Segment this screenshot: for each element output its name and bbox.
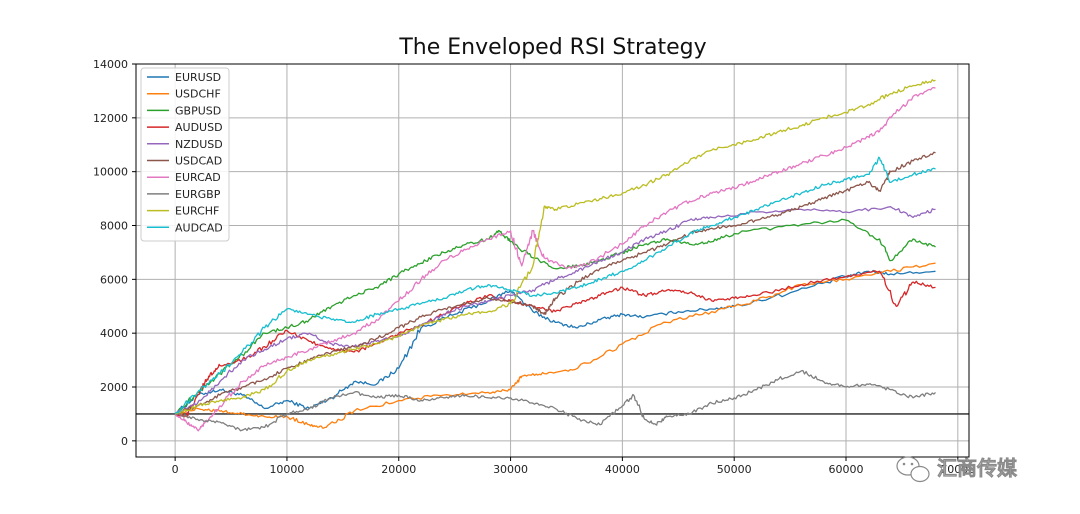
x-tick-label: 40000 [605, 463, 640, 476]
x-tick-label: 20000 [381, 463, 416, 476]
series-line-nzdusd [175, 206, 936, 415]
legend-label: AUDUSD [175, 121, 223, 134]
y-tick-label: 0 [121, 435, 128, 448]
series-line-eurchf [174, 79, 936, 415]
legend-label: USDCHF [175, 88, 221, 101]
x-tick-label: 0 [172, 463, 179, 476]
legend-label: NZDUSD [175, 138, 223, 151]
series-line-gbpusd [174, 218, 936, 415]
plot-frame [135, 63, 970, 458]
x-tick-label: 50000 [717, 463, 752, 476]
y-tick-label: 14000 [93, 58, 128, 71]
y-tick-label: 10000 [93, 166, 128, 179]
legend-label: EURCAD [175, 171, 221, 184]
series-line-usdchf [174, 262, 936, 429]
wechat-icon [896, 456, 930, 483]
legend-label: GBPUSD [175, 104, 221, 117]
x-tick-label: 70000 [940, 463, 975, 476]
watermark-text: 汇商传媒 [937, 456, 1018, 480]
legend-label: EURCHF [175, 205, 219, 218]
series-line-audcad [174, 156, 936, 415]
axis-ticks: 0 10000 20000 30000 40000 50000 60000 70000 0 200… [93, 58, 975, 476]
x-tick-label: 60000 [829, 463, 864, 476]
y-tick-label: 8000 [100, 220, 128, 233]
series-line-eurgbp [174, 369, 936, 432]
x-tick-label: 30000 [493, 463, 528, 476]
y-tick-label: 4000 [100, 327, 128, 340]
watermark: 汇商传媒 [896, 456, 1018, 483]
legend-label: USDCAD [175, 155, 222, 168]
legend-box [140, 67, 230, 242]
chart-title: The Enveloped RSI Strategy [398, 35, 706, 60]
y-tick-label: 12000 [93, 112, 128, 125]
legend-label: EURGBP [175, 188, 221, 201]
y-tick-label: 2000 [100, 381, 128, 394]
legend-label: AUDCAD [175, 221, 223, 234]
series-lines [174, 79, 936, 432]
legend-label: EURUSD [175, 71, 221, 84]
x-tick-label: 10000 [269, 463, 304, 476]
grid-lines [136, 63, 969, 457]
y-tick-label: 6000 [100, 273, 128, 286]
series-line-eurcad [174, 86, 936, 432]
legend: EURUSD USDCHF GBPUSD AUDUSD NZDUSD USDCAD EURC… [140, 67, 230, 242]
